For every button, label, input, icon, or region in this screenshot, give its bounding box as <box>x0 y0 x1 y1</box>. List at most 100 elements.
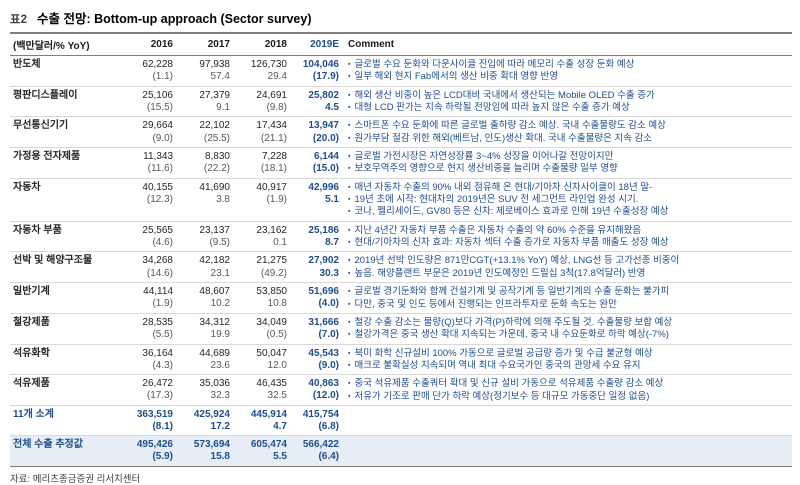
sector-name: 전체 수출 추정값 <box>10 435 116 467</box>
value-2016: 34,268 (14.6) <box>116 251 176 284</box>
value-2017: 23,137 (9.5) <box>176 221 233 253</box>
bullet-icon: ▪ <box>348 165 351 173</box>
comment-text: 일부 해외 현지 Fab에서의 생산 비중 확대 영향 반영 <box>354 71 559 83</box>
bullet-icon: ▪ <box>348 239 351 247</box>
value-2019e: 25,186 8.7 <box>290 221 342 253</box>
bullet-icon: ▪ <box>348 226 351 234</box>
sector-name: 일반기계 <box>10 282 116 314</box>
table-row: 선박 및 해양구조물 34,268 (14.6) 42,182 23.1 21,275 (4… <box>10 251 792 284</box>
sector-name: 석유제품 <box>10 374 116 406</box>
page-title: 수출 전망: Bottom-up approach (Sector survey… <box>36 12 312 26</box>
comment-text: 현대/기아차의 신차 효과: 자동차 섹터 수출 증가로 자동차 부품 매출도 … <box>354 237 669 249</box>
comment-text: 보호무역주의 영향으로 현지 생산비중을 늘리며 수출물량 일부 영향 <box>354 163 618 175</box>
value-2017: 27,379 9.1 <box>176 86 233 118</box>
value-2016: 25,565 (4.6) <box>116 221 176 253</box>
comment-text: 원가부담 절감 위한 해외(베트남, 인도)생산 확대. 국내 수출물량은 지속… <box>354 132 653 144</box>
bullet-icon: ▪ <box>348 104 351 112</box>
value-2018: 34,049 (0.5) <box>233 313 290 345</box>
comment-cell <box>342 404 792 437</box>
table-row: 자동차 40,155 (12.3) 41,690 3.8 40,917 (1.9) 42,99… <box>10 178 792 222</box>
value-2016: 28,535 (5.5) <box>116 313 176 345</box>
value-2019e: 45,543 (9.0) <box>290 344 342 376</box>
comment-text: 대형 LCD 판가는 지속 하락될 전망임에 따라 높지 않은 수출 증가 예상 <box>354 102 630 114</box>
bullet-icon: ▪ <box>348 91 351 99</box>
sector-name: 석유화학 <box>10 344 116 376</box>
summary-row-total: 전체 수출 추정값 495,426 (5.9) 573,694 15.8 605,474 5… <box>10 435 792 467</box>
table-header-row: (백만달러/% YoY) 2016 2017 2018 2019E Commen… <box>10 32 792 56</box>
comment-cell: ▪ 글로벌 수요 둔화와 다운사이클 진입에 따라 메모리 수출 성장 둔화 예상… <box>342 55 792 87</box>
value-2018: 605,474 5.5 <box>233 435 290 467</box>
column-header-2018: 2018 <box>233 32 290 56</box>
table-row: 철강제품 28,535 (5.5) 34,312 19.9 34,049 (0.5) 31,6… <box>10 313 792 345</box>
value-2017: 35,036 32.3 <box>176 374 233 406</box>
value-2017: 41,690 3.8 <box>176 178 233 222</box>
value-2018: 46,435 32.5 <box>233 374 290 406</box>
comment-text: 19년 초에 시작: 현대차의 2019년은 SUV 전 세그먼트 라인업 완성… <box>354 194 639 206</box>
table-row: 평판디스플레이 25,106 (15.5) 27,379 9.1 24,691 (9.8) 2… <box>10 86 792 118</box>
value-2018: 53,850 10.8 <box>233 282 290 314</box>
comment-text: 글로벌 가전시장은 자연성장률 3~4% 성장을 이어나갈 전망이지만 <box>354 151 614 163</box>
value-2019e: 31,666 (7.0) <box>290 313 342 345</box>
value-2018: 50,047 12.0 <box>233 344 290 376</box>
bullet-icon: ▪ <box>348 361 351 369</box>
value-2019e: 42,996 5.1 <box>290 178 342 222</box>
value-2016: 44,114 (1.9) <box>116 282 176 314</box>
value-2019e: 40,863 (12.0) <box>290 374 342 406</box>
bullet-icon: ▪ <box>348 122 351 130</box>
value-2018: 445,914 4.7 <box>233 404 290 437</box>
bullet-icon: ▪ <box>348 61 351 68</box>
value-2016: 25,106 (15.5) <box>116 86 176 118</box>
value-2019e: 27,902 30.3 <box>290 251 342 284</box>
column-header-unit: (백만달러/% YoY) <box>10 32 116 56</box>
comment-cell: ▪ 지난 4년간 자동차 부품 수출은 자동차 수출의 약 60% 수준을 유지해… <box>342 221 792 253</box>
export-forecast-table: (백만달러/% YoY) 2016 2017 2018 2019E Commen… <box>10 32 792 467</box>
comment-cell: ▪ 스마트폰 수요 둔화에 따른 글로벌 출하량 감소 예상. 국내 수출물량도 … <box>342 116 792 149</box>
comment-text: 철강가격은 중국 생산 확대 지속되는 가운데, 중국 내 수요둔화로 하락 예… <box>354 329 669 341</box>
sector-name: 11개 소계 <box>10 404 116 437</box>
table-row: 반도체 62,228 (1.1) 97,938 57.4 126,730 29.4 104,0… <box>10 55 792 87</box>
comment-cell: ▪ 해외 생산 비중이 높은 LCD대비 국내에서 생산되는 Mobile OLE… <box>342 86 792 118</box>
comment-text: 철강 수출 감소는 물량(Q)보다 가격(P)하락에 의해 주도될 것. 수출물… <box>354 316 673 328</box>
comment-text: 저유가 기조로 판매 단가 하락 예상(정기보수 등 대규모 가동중단 일정 없… <box>354 390 650 402</box>
table-row: 석유화학 36,164 (4.3) 44,689 23.6 50,047 12.0 45,54… <box>10 344 792 376</box>
value-2017: 42,182 23.1 <box>176 251 233 284</box>
value-2017: 425,924 17.2 <box>176 404 233 437</box>
sector-name: 가정용 전자제품 <box>10 147 116 179</box>
column-header-comment: Comment <box>342 32 792 56</box>
bullet-icon: ▪ <box>348 288 351 296</box>
comment-text: 2019년 선박 인도량은 871만CGT(+13.1% YoY) 예상, LN… <box>354 255 680 267</box>
comment-cell: ▪ 중국 석유제품 수출쿼터 확대 및 신규 설비 가동으로 석유제품 수출량 감… <box>342 374 792 406</box>
value-2016: 40,155 (12.3) <box>116 178 176 222</box>
comment-text: 해외 생산 비중이 높은 LCD대비 국내에서 생산되는 Mobile OLED… <box>354 89 655 101</box>
bullet-icon: ▪ <box>348 331 351 339</box>
comment-cell: ▪ 글로벌 경기둔화와 함께 건설기계 및 공작기계 등 일반기계의 수출 둔화는… <box>342 282 792 314</box>
bullet-icon: ▪ <box>348 269 351 277</box>
value-2019e: 415,754 (6.8) <box>290 404 342 437</box>
value-2017: 34,312 19.9 <box>176 313 233 345</box>
value-2016: 26,472 (17.3) <box>116 374 176 406</box>
value-2018: 40,917 (1.9) <box>233 178 290 222</box>
sector-name: 선박 및 해양구조물 <box>10 251 116 284</box>
comment-text: 북미 화학 신규설비 100% 가동으로 글로벌 공급량 증가 및 수급 불균형… <box>354 347 653 359</box>
comment-cell: ▪ 매년 자동차 수출의 90% 내외 점유해 온 현대/기아차 신차사이클이 1… <box>342 178 792 222</box>
bullet-icon: ▪ <box>348 318 351 326</box>
table-row: 가정용 전자제품 11,343 (11.6) 8,830 (22.2) 7,228 (18.… <box>10 147 792 179</box>
comment-cell: ▪ 글로벌 가전시장은 자연성장률 3~4% 성장을 이어나갈 전망이지만 ▪ 보호무… <box>342 147 792 179</box>
bullet-icon: ▪ <box>348 257 351 265</box>
value-2018: 23,162 0.1 <box>233 221 290 253</box>
column-header-2016: 2016 <box>116 32 176 56</box>
comment-cell: ▪ 북미 화학 신규설비 100% 가동으로 글로벌 공급량 증가 및 수급 불균… <box>342 344 792 376</box>
value-2019e: 13,947 (20.0) <box>290 116 342 149</box>
comment-cell: ▪ 2019년 선박 인도량은 871만CGT(+13.1% YoY) 예상, L… <box>342 251 792 284</box>
bullet-icon: ▪ <box>348 392 351 400</box>
value-2018: 7,228 (18.1) <box>233 147 290 179</box>
bullet-icon: ▪ <box>348 196 351 204</box>
value-2017: 97,938 57.4 <box>176 55 233 87</box>
source-note: 자료: 메리츠종금증권 리서치센터 <box>10 473 141 485</box>
sector-name: 무선통신기기 <box>10 116 116 149</box>
value-2016: 495,426 (5.9) <box>116 435 176 467</box>
value-2017: 8,830 (22.2) <box>176 147 233 179</box>
bullet-icon: ▪ <box>348 380 351 388</box>
table-row: 무선통신기기 29,664 (9.0) 22,102 (25.5) 17,434 (21.1… <box>10 116 792 149</box>
